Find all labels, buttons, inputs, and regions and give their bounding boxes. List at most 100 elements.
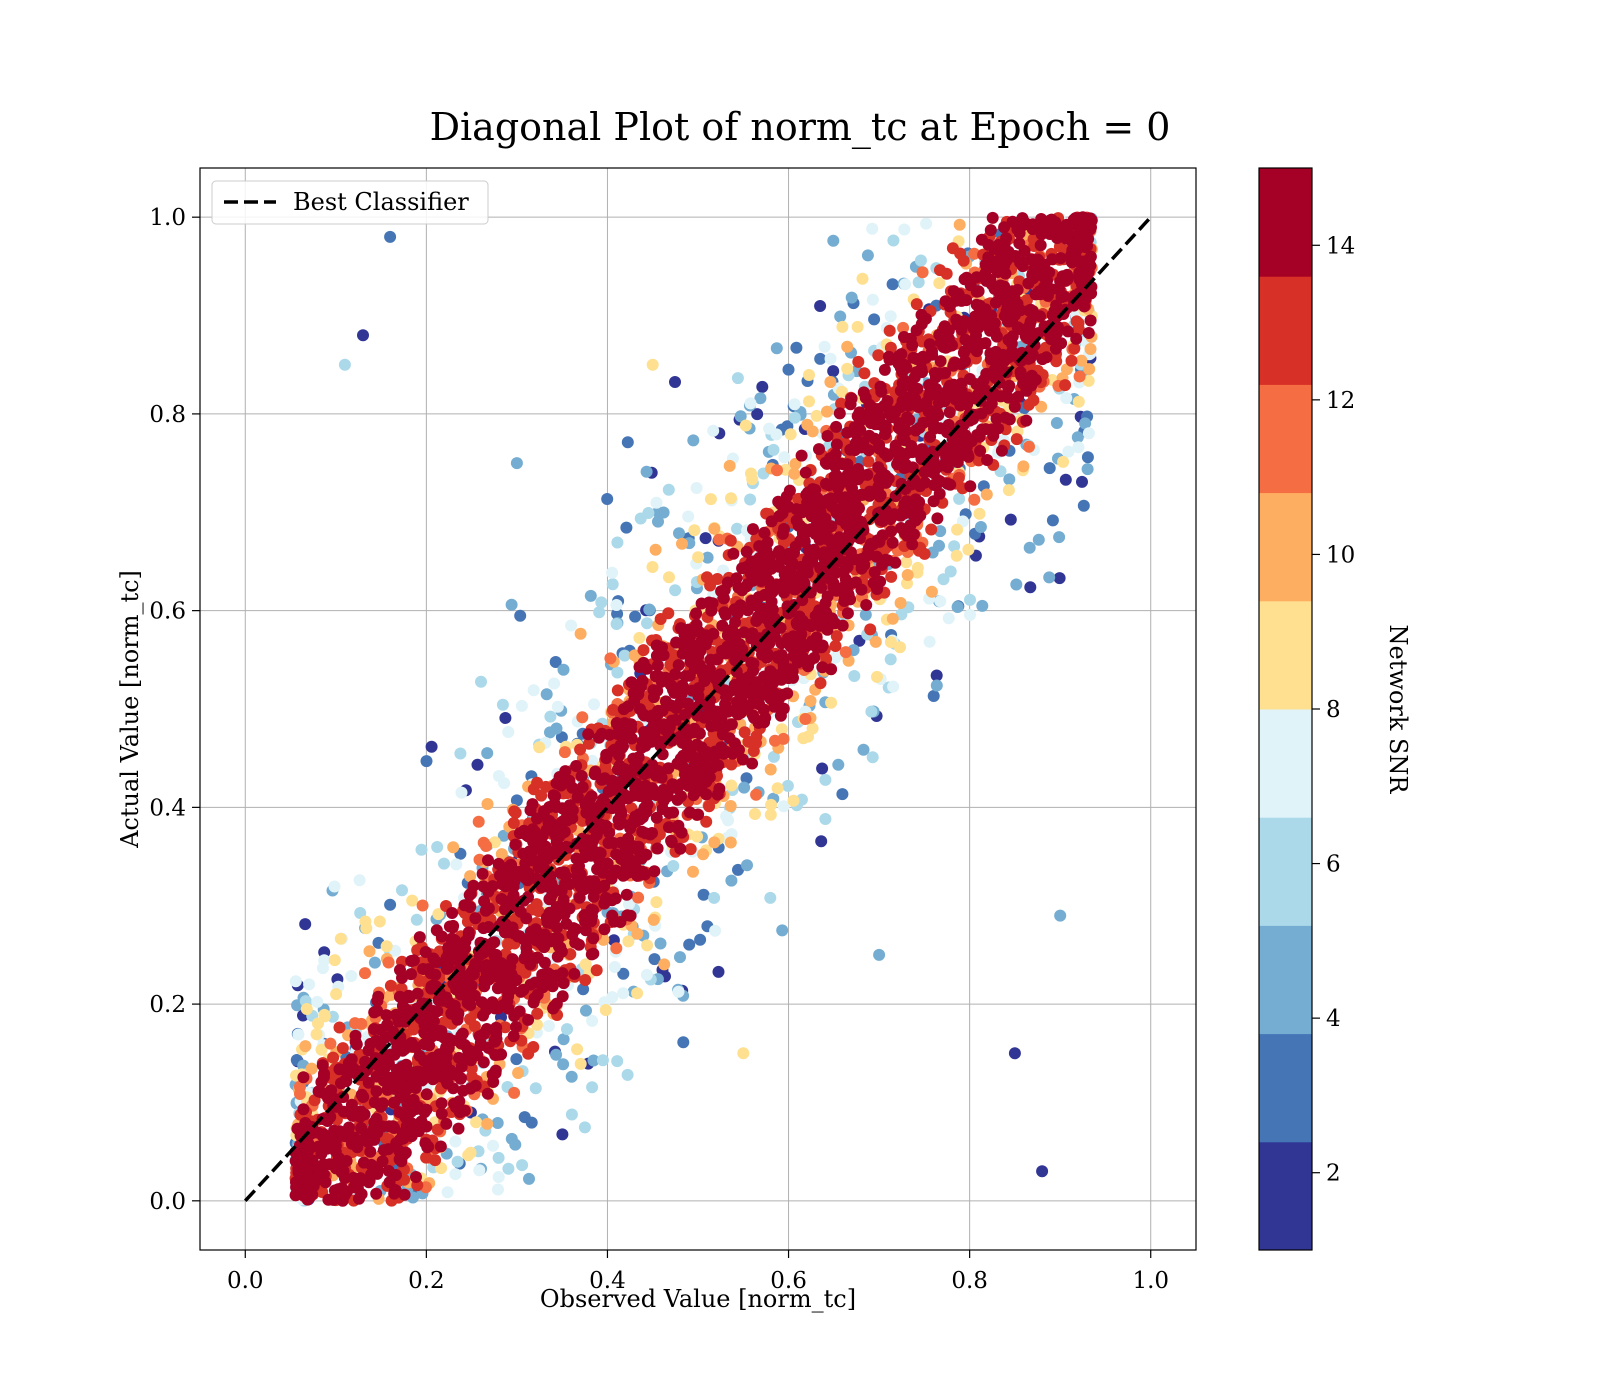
scatter-point [751, 600, 764, 613]
scatter-point [370, 1034, 383, 1047]
scatter-point [606, 566, 619, 579]
scatter-point [861, 249, 874, 262]
scatter-point [498, 981, 511, 994]
scatter-point [986, 211, 999, 224]
scatter-point [995, 444, 1008, 457]
scatter-point [373, 915, 386, 928]
scatter-point [586, 754, 599, 767]
scatter-point [1010, 578, 1023, 591]
scatter-point [492, 770, 505, 782]
scatter-point [687, 789, 700, 802]
scatter-point [388, 1187, 401, 1200]
scatter-point [617, 967, 630, 980]
scatter-point [363, 945, 376, 958]
scatter-point [804, 695, 817, 707]
scatter-point [836, 385, 848, 398]
scatter-point [963, 373, 976, 385]
scatter-point [994, 279, 1007, 292]
scatter-point [469, 1079, 482, 1092]
scatter-point [884, 636, 897, 649]
scatter-point [1079, 417, 1092, 430]
scatter-point [833, 407, 846, 420]
scatter-point [565, 619, 578, 632]
scatter-point [601, 493, 614, 505]
scatter-point [618, 649, 631, 662]
scatter-point [704, 493, 717, 506]
scatter-point [556, 1128, 569, 1141]
scatter-point [432, 994, 445, 1007]
scatter-point [637, 708, 650, 721]
scatter-point [790, 341, 803, 354]
scatter-point [1023, 319, 1036, 332]
scatter-point [829, 460, 842, 473]
scatter-point [692, 551, 705, 564]
scatter-point [1053, 572, 1066, 585]
scatter-point [502, 726, 515, 738]
scatter-point [906, 446, 919, 459]
scatter-point [431, 841, 444, 853]
scatter-point [1068, 342, 1081, 355]
scatter-point [727, 547, 740, 560]
scatter-point [508, 805, 521, 818]
scatter-point [510, 794, 523, 807]
scatter-point [933, 277, 946, 290]
scatter-point [548, 677, 561, 690]
scatter-point [420, 755, 433, 768]
scatter-point [389, 1008, 402, 1021]
scatter-point [803, 369, 815, 381]
scatter-point [531, 812, 543, 825]
scatter-point [627, 752, 640, 765]
scatter-point [555, 731, 568, 744]
scatter-point [384, 979, 397, 992]
scatter-point [841, 607, 854, 620]
scatter-point [998, 354, 1011, 367]
scatter-point [821, 430, 834, 442]
scatter-point [682, 510, 695, 523]
scatter-point [546, 888, 559, 901]
scatter-point [565, 1108, 578, 1121]
scatter-point [942, 324, 955, 337]
scatter-point [481, 798, 494, 810]
scatter-point [662, 607, 675, 620]
scatter-point [1042, 220, 1055, 233]
scatter-point [750, 737, 762, 749]
scatter-point [737, 1047, 750, 1060]
scatter-point [980, 274, 993, 287]
scatter-point [587, 834, 600, 846]
scatter-point [499, 903, 511, 916]
scatter-point [688, 524, 701, 537]
scatter-point [547, 789, 560, 802]
scatter-point [968, 247, 981, 260]
scatter-point [821, 590, 834, 603]
scatter-point [770, 342, 783, 355]
scatter-point [924, 430, 937, 443]
scatter-point [692, 808, 705, 821]
scatter-point [648, 953, 661, 966]
scatter-point [707, 424, 720, 437]
scatter-point [396, 884, 408, 897]
scatter-point [725, 874, 738, 887]
scatter-point [999, 411, 1012, 424]
scatter-point [446, 907, 459, 919]
scatter-point [925, 585, 938, 598]
scatter-point [866, 293, 879, 306]
scatter-point [814, 300, 827, 312]
scatter-point [487, 1139, 499, 1152]
scatter-point [327, 1051, 340, 1064]
scatter-point [1000, 232, 1013, 245]
scatter-point [1004, 513, 1017, 526]
scatter-point [1023, 440, 1035, 453]
scatter-point [377, 1144, 390, 1157]
scatter-point [476, 867, 489, 880]
scatter-point [825, 696, 838, 709]
scatter-point [334, 932, 347, 945]
scatter-point [960, 432, 973, 445]
scatter-point [754, 392, 767, 405]
scatter-point [839, 646, 852, 659]
scatter-point [819, 813, 832, 825]
scatter-point [662, 483, 675, 496]
scatter-point [953, 492, 966, 505]
scatter-point [744, 397, 757, 410]
scatter-point [782, 363, 795, 376]
scatter-point [830, 420, 843, 433]
